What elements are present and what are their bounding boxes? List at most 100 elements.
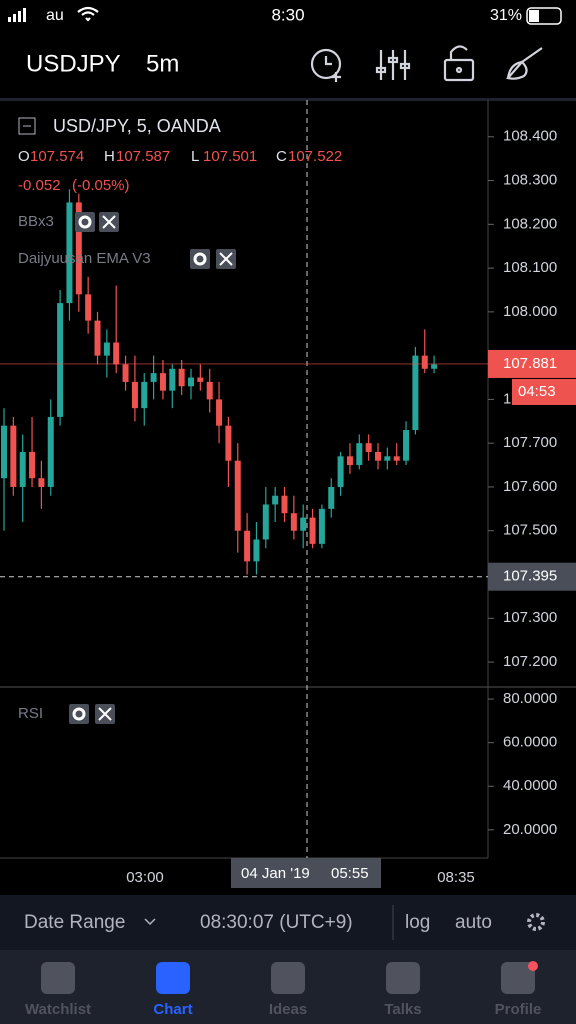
collapse-button[interactable] [18,117,36,135]
ohlc-value: 107.574 [30,148,84,165]
candle-body [318,508,325,544]
candle-body [365,443,372,452]
candle-body [421,355,428,369]
ohlc-values: O 107.574 H 107.587 L 107.501 C 107.522 [18,148,342,165]
rsi-tick-label: 60.0000 [503,734,557,751]
candle-body [38,478,45,487]
y-tick-label: 108.300 [503,172,557,189]
candle-body [197,377,204,382]
candles [1,189,438,575]
rsi-tick-label: 40.0000 [503,777,557,794]
change: -0.052 [18,177,61,194]
candle-body [244,530,251,562]
ohlc-key: L [191,148,199,165]
y-tick-label: 107.300 [503,609,557,626]
candle-body [122,364,129,382]
tab-label[interactable]: Talks [384,1001,421,1018]
indicators-icon[interactable] [375,50,411,80]
candle-body [234,460,241,531]
candle-body [131,381,138,409]
candle-body [272,495,279,505]
candle-body [412,355,419,431]
candle-body [94,320,101,356]
y-tick-label: 107.200 [503,653,557,670]
settings-icon[interactable] [527,913,545,931]
y-tick-label: 108.100 [503,259,557,276]
ohlc-key: H [104,148,115,165]
carrier: au [46,7,64,24]
auto-toggle[interactable]: auto [455,912,492,933]
indicator-buttons[interactable] [75,212,119,232]
candle-body [262,504,269,540]
candle-body [393,456,400,461]
notification-dot [528,961,538,971]
x-tick-label: 03:00 [126,869,164,886]
tab-label[interactable]: Watchlist [25,1001,91,1018]
ohlc-value: 107.587 [116,148,170,165]
candle-body [103,342,110,356]
log-toggle[interactable]: log [405,912,430,933]
ohlc-value: 107.501 [203,148,257,165]
date-range[interactable]: Date Range [24,912,125,933]
tab-label[interactable]: Chart [153,1001,192,1018]
candle-body [281,495,288,514]
candle-body [141,381,148,409]
candle-body [346,456,353,466]
toolbar [0,895,576,950]
clock: 8:30 [271,5,304,24]
countdown: 04:53 [518,383,556,400]
x-tick-label: 08:35 [437,869,475,886]
drawing-icon[interactable] [505,47,543,80]
candle-body [403,430,410,461]
candle-body [159,373,166,391]
candle-body [356,443,363,466]
candle-body [75,202,82,295]
crosshair-date: 04 Jan '19 [241,865,310,882]
toolbar-clock[interactable]: 08:30:07 (UTC+9) [200,912,353,933]
rsi-name: RSI [18,705,43,722]
indicator-buttons[interactable] [190,249,236,269]
candle-body [216,399,223,426]
y-tick-label: 107.700 [503,434,557,451]
y-tick-label: 108.400 [503,128,557,145]
candle-body [150,373,157,382]
candle-body [337,456,344,487]
crosshair-time-box [231,858,381,888]
tab-icon [41,962,75,994]
candle-body [178,368,185,387]
legend-title: USD/JPY, 5, OANDA [53,116,221,136]
candle-body [57,303,64,417]
y-tick-label: 108.200 [503,215,557,232]
tab-label[interactable]: Profile [495,1001,542,1018]
countdown-box [512,378,576,405]
rsi-tick-label: 80.0000 [503,690,557,707]
crosshair-price-label: 107.395 [503,568,557,585]
header-divider [0,98,576,101]
symbol[interactable]: USDJPY [26,50,121,77]
candle-body [1,425,7,479]
candle-body [300,517,307,531]
alert-icon[interactable] [310,48,342,82]
indicator-name: Daijyuusan EMA V3 [18,250,151,267]
y-tick-label: 107.600 [503,478,557,495]
signal [8,8,26,22]
lock-icon[interactable] [443,45,475,82]
candle-body [206,381,213,400]
rsi-tick-label: 20.0000 [503,821,557,838]
candle-body [169,368,176,391]
rsi-buttons[interactable] [69,704,115,724]
candle-body [290,513,297,531]
interval[interactable]: 5m [146,50,179,77]
candle-body [19,451,26,487]
battery-level: 31% [490,7,522,24]
tab-label[interactable]: Ideas [269,1001,307,1018]
y-tick-label: 108.000 [503,303,557,320]
y-tick-label: 107.500 [503,522,557,539]
ohlc-value: 107.522 [288,148,342,165]
candle-body [10,425,17,487]
ohlc-key: O [18,148,30,165]
chevron [144,918,156,926]
tabs: Watchlist Chart Ideas Talks Profile [25,961,541,1018]
candle-body [225,425,232,461]
